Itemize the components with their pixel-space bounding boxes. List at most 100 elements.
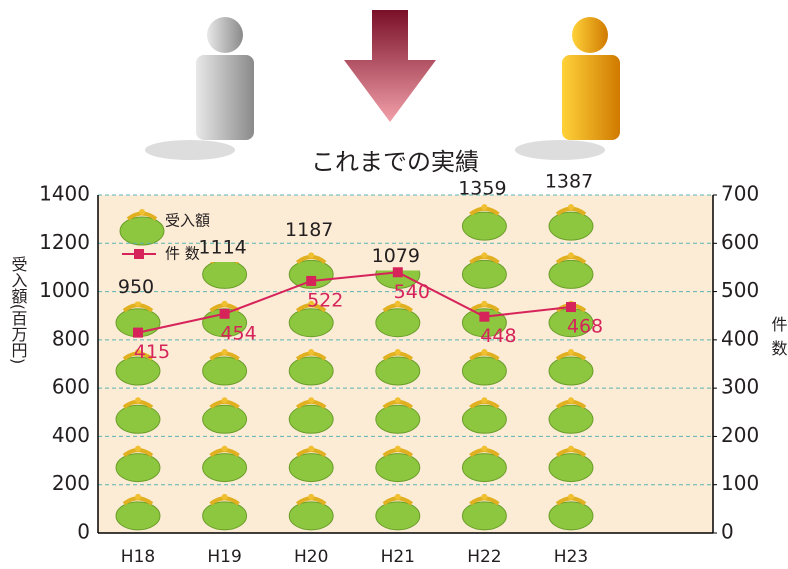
- purse-knob: [395, 397, 401, 403]
- purse-body: [549, 454, 593, 482]
- purse-knob: [308, 494, 314, 500]
- purse-body: [120, 217, 164, 245]
- purse-knob: [481, 301, 487, 307]
- purse-knob: [481, 494, 487, 500]
- y2-tick-label: 700: [721, 182, 759, 206]
- purse-knob: [568, 397, 574, 403]
- y-tick-label: 200: [52, 471, 90, 495]
- x-tick-label: H21: [381, 547, 415, 567]
- purse-knob: [568, 204, 574, 210]
- purse-knob: [308, 252, 314, 258]
- purse-knob: [222, 494, 228, 500]
- purse-body: [376, 502, 420, 530]
- value-label: 1359: [458, 177, 506, 199]
- purse-knob: [308, 446, 314, 452]
- purse-body: [116, 502, 160, 530]
- purse-knob: [395, 494, 401, 500]
- y2-tick-label: 500: [721, 278, 759, 302]
- purse-body: [376, 454, 420, 482]
- purse-body: [289, 454, 333, 482]
- purse-body: [289, 502, 333, 530]
- y-axis-label: 受入額(百万円): [9, 256, 28, 364]
- value-label: 448: [480, 325, 516, 347]
- chart: これまでの実績 受入額(百万円) 件数 受入額 件 数 020040060080…: [0, 0, 788, 569]
- purse-body: [289, 405, 333, 433]
- y-tick-label: 1400: [39, 182, 90, 206]
- purse-body: [462, 212, 506, 240]
- legend-label: 件 数: [165, 245, 200, 263]
- purse-body: [203, 405, 247, 433]
- purse-body: [549, 502, 593, 530]
- purse-knob: [568, 252, 574, 258]
- value-label: 1079: [372, 245, 420, 267]
- y2-axis-label: 件数: [769, 316, 788, 364]
- x-tick-label: H18: [121, 547, 155, 567]
- y-tick-label: 1200: [39, 230, 90, 254]
- purse-knob: [222, 446, 228, 452]
- y2-tick-label: 400: [721, 326, 759, 350]
- y2-tick-label: 0: [721, 520, 734, 544]
- line-marker: [479, 312, 489, 322]
- purse-body: [462, 405, 506, 433]
- purse-knob: [308, 397, 314, 403]
- line-marker: [306, 276, 316, 286]
- purse-knob: [481, 397, 487, 403]
- x-tick-label: H19: [207, 547, 241, 567]
- purse-body: [289, 309, 333, 337]
- purse-knob: [481, 252, 487, 258]
- y2-tick-label: 300: [721, 375, 759, 399]
- purse-body: [376, 357, 420, 385]
- purse-body: [116, 454, 160, 482]
- y2-tick-label: 200: [721, 423, 759, 447]
- x-tick-label: H20: [294, 547, 328, 567]
- value-label: 1387: [545, 171, 593, 193]
- value-label: 950: [118, 276, 154, 298]
- purse-body: [203, 357, 247, 385]
- value-label: 1114: [198, 237, 246, 259]
- value-label: 522: [307, 289, 343, 311]
- purse-body: [116, 405, 160, 433]
- value-label: 468: [567, 316, 603, 338]
- purse-body: [289, 357, 333, 385]
- purse-knob: [222, 349, 228, 355]
- line-marker: [220, 309, 230, 319]
- purse-body: [462, 260, 506, 288]
- line-marker: [566, 302, 576, 312]
- decoration: [145, 10, 620, 160]
- purse-knob: [308, 349, 314, 355]
- purse-knob: [568, 494, 574, 500]
- line-marker: [133, 328, 143, 338]
- legend-marker: [134, 249, 144, 259]
- y-tick-label: 0: [77, 520, 90, 544]
- purse-body: [549, 405, 593, 433]
- purse-body: [376, 405, 420, 433]
- y2-tick-label: 600: [721, 230, 759, 254]
- value-label: 540: [394, 281, 430, 303]
- y2-tick-label: 100: [721, 471, 759, 495]
- purse-knob: [395, 446, 401, 452]
- purse-knob: [481, 349, 487, 355]
- line-marker: [393, 267, 403, 277]
- x-tick-label: H23: [554, 547, 588, 567]
- purse-knob: [222, 397, 228, 403]
- purse-knob: [135, 494, 141, 500]
- y-tick-label: 1000: [39, 278, 90, 302]
- purse-body: [462, 502, 506, 530]
- purse-body: [203, 502, 247, 530]
- purse-body: [549, 260, 593, 288]
- value-label: 454: [220, 322, 256, 344]
- y-tick-label: 600: [52, 375, 90, 399]
- y-tick-label: 800: [52, 326, 90, 350]
- chart-title: これまでの実績: [311, 148, 479, 176]
- purse-body: [549, 357, 593, 385]
- purse-knob: [135, 446, 141, 452]
- purse-body: [462, 357, 506, 385]
- purse-knob: [222, 301, 228, 307]
- purse-body: [203, 454, 247, 482]
- purse-body: [203, 260, 247, 288]
- purse-knob: [568, 349, 574, 355]
- purse-knob: [139, 209, 145, 215]
- x-tick-label: H22: [467, 547, 501, 567]
- purse-body: [462, 454, 506, 482]
- purse-body: [376, 309, 420, 337]
